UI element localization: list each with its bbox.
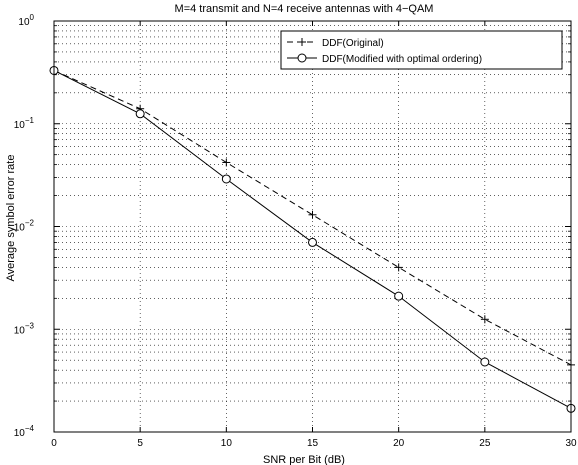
- y-tick-label: 10−3: [14, 321, 35, 336]
- circle-marker: [480, 357, 490, 367]
- circle-marker: [308, 237, 317, 247]
- legend-box: [280, 30, 563, 70]
- y-tick-label: 10−4: [14, 424, 35, 439]
- plus-marker: [394, 263, 403, 272]
- x-tick-label: 0: [51, 438, 57, 449]
- plus-marker: [222, 158, 231, 167]
- tick-layer: 0 5 10 15 20 25 30 100 10−1 10−2 10−3 10−4: [14, 13, 577, 449]
- y-tick-label: 100: [18, 13, 34, 28]
- x-tick-label: 20: [393, 438, 405, 449]
- x-tick-label: 10: [221, 438, 233, 449]
- y-axis-label: Average symbol error rate: [5, 155, 17, 282]
- x-tick-label: 25: [479, 438, 491, 449]
- circle-marker: [221, 174, 231, 184]
- y-tick-label: 10−1: [14, 116, 35, 131]
- x-axis-label: SNR per Bit (dB): [263, 454, 345, 465]
- legend-label-2: DDF(Modified with optimal ordering): [322, 54, 482, 65]
- chart-title: M=4 transmit and N=4 receive antennas wi…: [175, 3, 434, 15]
- circle-marker: [135, 109, 145, 119]
- plus-marker: [298, 38, 306, 46]
- plus-marker: [308, 210, 317, 219]
- x-tick-label: 30: [565, 438, 577, 449]
- circle-marker: [394, 291, 404, 301]
- x-tick-label: 15: [307, 438, 319, 449]
- legend: DDF(Original) DDF(Modified with optimal o…: [280, 30, 563, 70]
- circle-marker: [297, 53, 307, 63]
- grid-layer: [54, 21, 571, 432]
- y-tick-label: 10−2: [14, 219, 35, 234]
- plus-marker: [480, 315, 489, 324]
- x-tick-label: 5: [137, 438, 143, 449]
- legend-label-1: DDF(Original): [322, 38, 384, 49]
